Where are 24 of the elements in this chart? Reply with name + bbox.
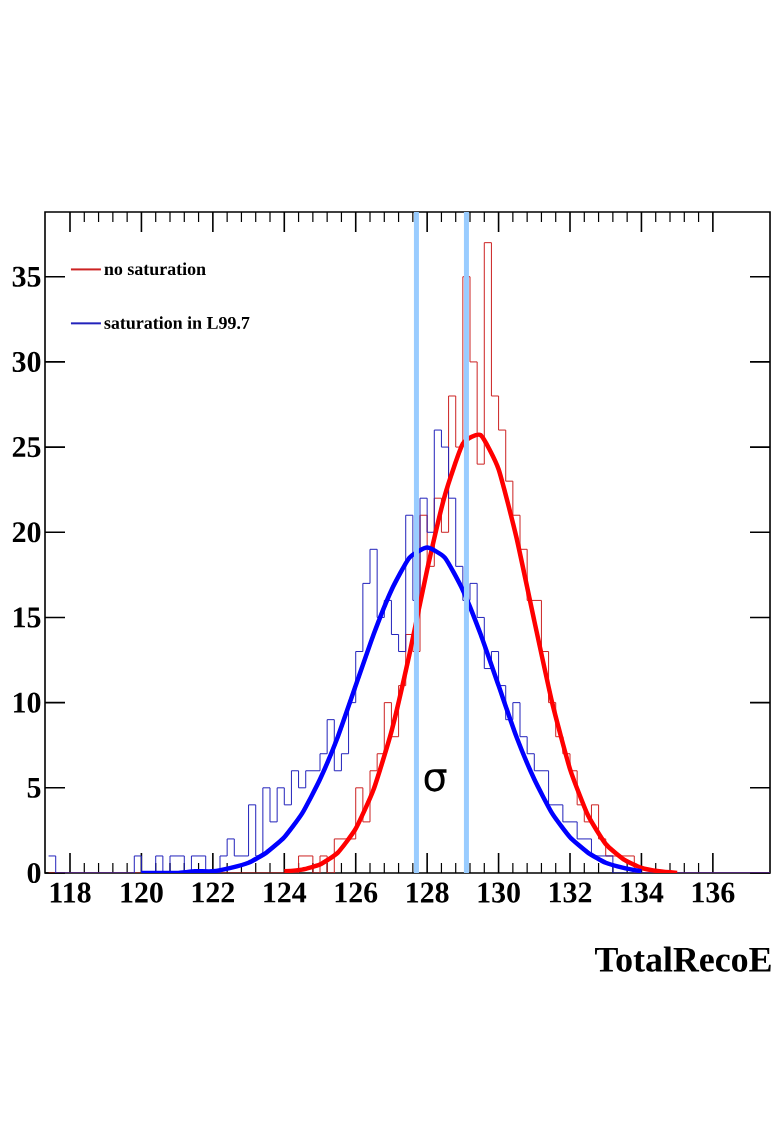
x-tick-label: 118 — [50, 882, 91, 903]
y-tick-label: 30 — [12, 351, 41, 372]
annotation: σ — [424, 769, 447, 792]
y-tick-label: 10 — [13, 692, 41, 713]
x-tick-label: 136 — [692, 882, 735, 903]
x-tick-label: 134 — [621, 882, 664, 903]
x-tick-label: 126 — [335, 882, 378, 903]
y-tick-label: 35 — [12, 266, 41, 287]
x-tick-label: 132 — [549, 882, 592, 903]
line-series — [282, 432, 680, 873]
x-tick-label: 120 — [121, 882, 163, 903]
line-series — [139, 545, 644, 873]
x-tick-label: 122 — [192, 882, 234, 903]
y-tick-label: 5 — [27, 777, 41, 798]
y-tick-label: 25 — [12, 437, 41, 458]
y-tick-label: 20 — [12, 522, 41, 543]
y-tick-label: 15 — [13, 607, 41, 628]
x-axis-title: TotalRecoE — [595, 946, 771, 972]
x-tick-label: 124 — [264, 882, 307, 903]
x-tick-label: 130 — [478, 882, 520, 903]
legend-label: no saturation — [104, 262, 206, 276]
y-tick-label: 0 — [27, 862, 41, 884]
x-tick-label: 128 — [407, 882, 449, 903]
legend-label: saturation in L99.7 — [104, 316, 250, 330]
